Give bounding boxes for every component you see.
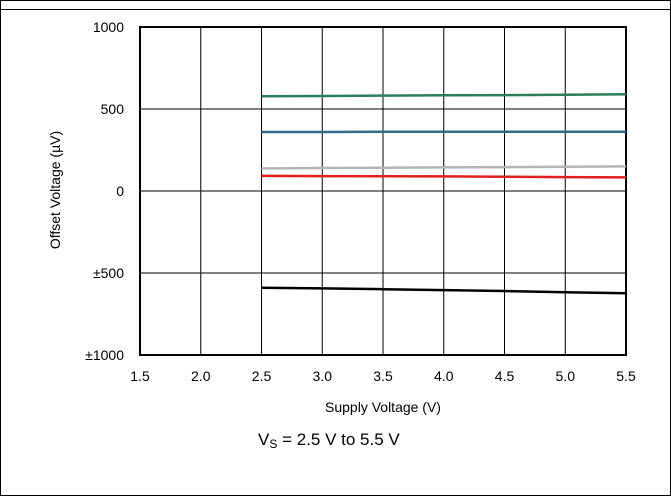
title-strip [1, 1, 670, 10]
y-tick-label: 0 [116, 183, 124, 199]
caption-main: V [258, 430, 270, 449]
supply-range-caption: VS = 2.5 V to 5.5 V [258, 430, 400, 451]
x-tick-label: 2.5 [252, 368, 272, 384]
series-lines [261, 92, 627, 295]
x-tick-label: 2.0 [191, 368, 211, 384]
y-tick-label: ±500 [93, 265, 124, 281]
grid [139, 26, 627, 356]
x-tick-label: 3.5 [373, 368, 393, 384]
x-tick-label: 4.5 [495, 368, 515, 384]
x-tick-label: 5.5 [616, 368, 636, 384]
y-tick-label: ±1000 [85, 347, 124, 363]
x-tick-labels: 1.5 2.0 2.5 3.0 3.5 4.0 4.5 5.0 5.5 [130, 368, 636, 384]
series-line-4 [261, 174, 627, 179]
x-axis-title: Supply Voltage (V) [325, 399, 441, 415]
caption-rest: = 2.5 V to 5.5 V [277, 430, 400, 449]
series-line-5 [261, 286, 627, 295]
x-tick-label: 5.0 [556, 368, 576, 384]
x-tick-label: 4.0 [434, 368, 454, 384]
series-line-3 [261, 165, 627, 170]
y-axis-title: Offset Voltage (µV) [47, 131, 63, 249]
y-tick-labels: 1000 500 0 ±500 ±1000 [85, 19, 124, 363]
caption-subscript: S [269, 437, 278, 451]
y-tick-label: 500 [101, 101, 125, 117]
series-line-1 [261, 92, 627, 98]
x-tick-label: 3.0 [313, 368, 333, 384]
y-tick-label: 1000 [93, 19, 124, 35]
plot-border [139, 26, 627, 356]
x-tick-label: 1.5 [130, 368, 150, 384]
